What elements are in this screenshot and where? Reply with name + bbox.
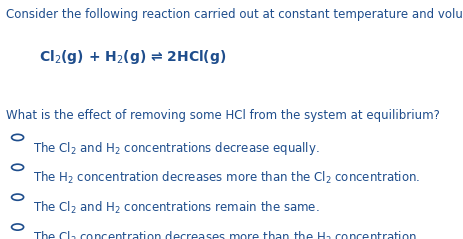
Text: Cl$_2$(g) + H$_2$(g) ⇌ 2HCl(g): Cl$_2$(g) + H$_2$(g) ⇌ 2HCl(g) (39, 48, 227, 66)
Text: What is the effect of removing some HCl from the system at equilibrium?: What is the effect of removing some HCl … (6, 109, 439, 122)
Text: The Cl$_2$ concentration decreases more than the H$_2$ concentration.: The Cl$_2$ concentration decreases more … (33, 229, 420, 239)
Text: The Cl$_2$ and H$_2$ concentrations decrease equally.: The Cl$_2$ and H$_2$ concentrations decr… (33, 140, 320, 157)
Text: The H$_2$ concentration decreases more than the Cl$_2$ concentration.: The H$_2$ concentration decreases more t… (33, 170, 420, 186)
Text: Consider the following reaction carried out at constant temperature and volume.: Consider the following reaction carried … (6, 8, 463, 21)
Text: The Cl$_2$ and H$_2$ concentrations remain the same.: The Cl$_2$ and H$_2$ concentrations rema… (33, 200, 320, 216)
